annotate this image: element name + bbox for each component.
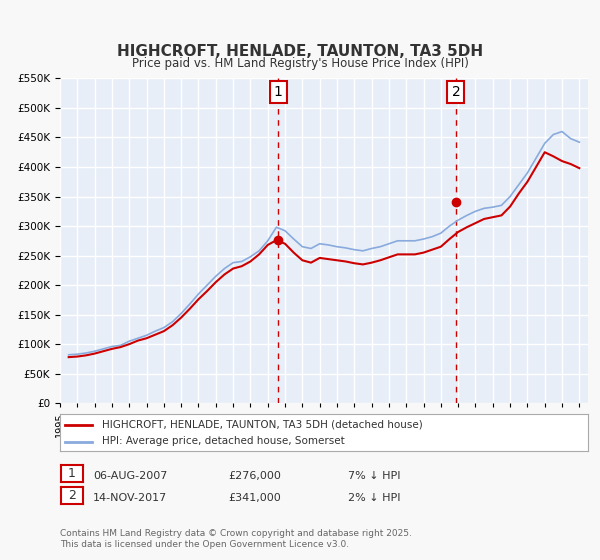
Text: 06-AUG-2007: 06-AUG-2007 bbox=[93, 471, 167, 481]
Text: £341,000: £341,000 bbox=[228, 493, 281, 503]
Text: 2: 2 bbox=[68, 489, 76, 502]
Text: Contains HM Land Registry data © Crown copyright and database right 2025.
This d: Contains HM Land Registry data © Crown c… bbox=[60, 529, 412, 549]
Text: HPI: Average price, detached house, Somerset: HPI: Average price, detached house, Some… bbox=[102, 436, 345, 446]
Text: 2: 2 bbox=[452, 85, 460, 99]
Text: 7% ↓ HPI: 7% ↓ HPI bbox=[348, 471, 401, 481]
Text: 2% ↓ HPI: 2% ↓ HPI bbox=[348, 493, 401, 503]
Text: 1: 1 bbox=[68, 466, 76, 480]
Text: HIGHCROFT, HENLADE, TAUNTON, TA3 5DH: HIGHCROFT, HENLADE, TAUNTON, TA3 5DH bbox=[117, 44, 483, 59]
Text: £276,000: £276,000 bbox=[228, 471, 281, 481]
Text: 14-NOV-2017: 14-NOV-2017 bbox=[93, 493, 167, 503]
Text: 1: 1 bbox=[274, 85, 283, 99]
Text: Price paid vs. HM Land Registry's House Price Index (HPI): Price paid vs. HM Land Registry's House … bbox=[131, 57, 469, 70]
Text: HIGHCROFT, HENLADE, TAUNTON, TA3 5DH (detached house): HIGHCROFT, HENLADE, TAUNTON, TA3 5DH (de… bbox=[102, 419, 423, 430]
